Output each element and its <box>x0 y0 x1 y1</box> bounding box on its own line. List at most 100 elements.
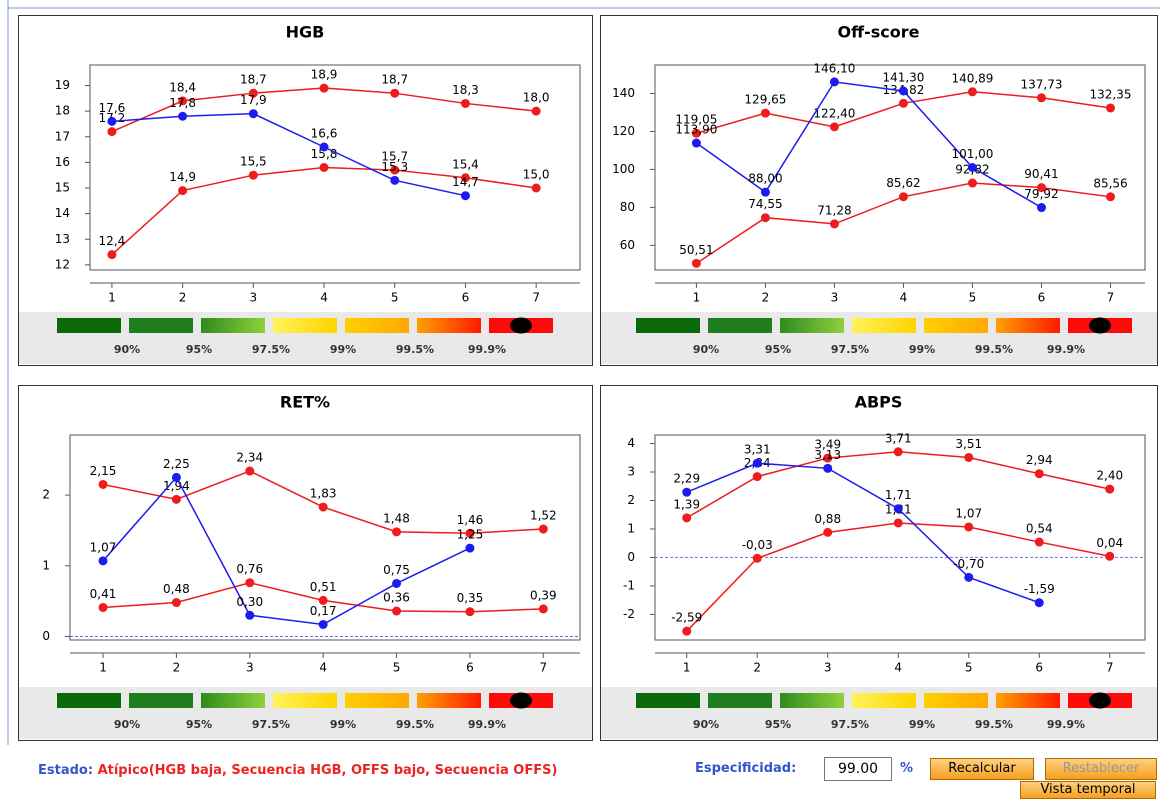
data-point <box>390 175 400 185</box>
data-label: 0,17 <box>310 604 337 618</box>
y-tick-label: 18 <box>55 104 70 118</box>
data-point <box>531 106 541 116</box>
data-point <box>1105 192 1115 202</box>
status: Estado: Atípico(HGB baja, Secuencia HGB,… <box>38 763 558 778</box>
data-label: 1,25 <box>457 528 484 542</box>
data-point <box>682 626 692 636</box>
x-tick-label: 1 <box>693 291 701 305</box>
scale-label: 99.5% <box>975 718 1013 731</box>
data-point <box>248 109 258 119</box>
data-point <box>98 479 108 489</box>
data-label: 14,9 <box>169 170 196 184</box>
spec-input[interactable]: 99.00 <box>824 757 892 781</box>
chart-title: RET% <box>280 393 330 412</box>
scale-bar <box>201 318 265 333</box>
scale-bar <box>417 693 481 708</box>
series-line <box>111 112 466 197</box>
data-label: 0,76 <box>236 562 263 576</box>
data-point <box>829 219 839 229</box>
data-label: 0,39 <box>530 588 557 602</box>
data-point <box>1036 93 1046 103</box>
data-point <box>964 522 974 532</box>
y-tick-label: 3 <box>627 465 635 479</box>
scale-label: 90% <box>114 718 140 731</box>
data-label: 1,83 <box>310 487 337 501</box>
scale-bar <box>273 693 337 708</box>
data-point <box>178 96 188 106</box>
data-label: 1,39 <box>673 497 700 511</box>
data-point <box>967 87 977 97</box>
scale-label: 90% <box>693 343 719 356</box>
x-tick-label: 6 <box>466 661 474 675</box>
data-point <box>171 494 181 504</box>
data-label: 2,29 <box>673 472 700 486</box>
data-label: 2,25 <box>163 457 190 471</box>
data-point <box>538 604 548 614</box>
y-tick-label: 2 <box>627 493 635 507</box>
data-label: 15,3 <box>381 160 408 174</box>
footer: Estado: Atípico(HGB baja, Secuencia HGB,… <box>0 745 1160 799</box>
y-tick-label: 1 <box>627 521 635 535</box>
timeline-button[interactable]: Vista temporal <box>1020 781 1156 799</box>
data-label: 50,51 <box>679 243 713 257</box>
data-label: 90,41 <box>1024 167 1058 181</box>
scale-bar <box>57 318 121 333</box>
data-label: 141,30 <box>882 71 924 85</box>
data-point <box>1034 537 1044 547</box>
data-point <box>248 88 258 98</box>
data-point <box>392 527 402 537</box>
reset-button[interactable]: Restablecer <box>1045 758 1157 780</box>
data-point <box>691 258 701 268</box>
chart-panel: HGB1213141516171819123456717,218,418,718… <box>18 15 593 366</box>
recalculate-button[interactable]: Recalcular <box>930 758 1034 780</box>
scale-label: 99.9% <box>1047 718 1085 731</box>
status-text: Atípico(HGB baja, Secuencia HGB, OFFS ba… <box>97 763 558 778</box>
scale-label: 90% <box>114 343 140 356</box>
data-point <box>319 142 329 152</box>
data-label: 0,30 <box>236 595 263 609</box>
x-tick-label: 3 <box>824 661 832 675</box>
scale-label: 97.5% <box>252 718 290 731</box>
data-label: 1,46 <box>457 513 484 527</box>
status-label: Estado: <box>38 763 94 778</box>
data-point <box>760 108 770 118</box>
scale-bar <box>996 318 1060 333</box>
data-label: 12,4 <box>99 234 126 248</box>
scale-bar <box>708 693 772 708</box>
data-point <box>98 556 108 566</box>
data-label: 15,0 <box>523 168 550 182</box>
data-point <box>752 458 762 468</box>
data-label: 85,56 <box>1093 176 1127 190</box>
data-point <box>390 165 400 175</box>
y-tick-label: 12 <box>55 257 70 271</box>
scale-label: 97.5% <box>831 343 869 356</box>
y-tick-label: 4 <box>627 436 635 450</box>
x-tick-label: 1 <box>108 291 116 305</box>
y-tick-label: 17 <box>55 129 70 143</box>
data-point <box>898 192 908 202</box>
y-tick-label: 0 <box>42 629 50 643</box>
data-label: 0,41 <box>90 587 117 601</box>
data-point <box>1105 551 1115 561</box>
y-tick-label: 140 <box>612 86 635 100</box>
data-label: 129,65 <box>744 93 786 107</box>
data-label: 74,55 <box>748 197 782 211</box>
data-point <box>245 610 255 620</box>
x-tick-label: 6 <box>462 291 470 305</box>
data-label: 16,6 <box>311 127 338 141</box>
scale-bar <box>201 693 265 708</box>
y-tick-label: 13 <box>55 232 70 246</box>
data-point <box>98 602 108 612</box>
x-tick-label: 4 <box>894 661 902 675</box>
x-tick-label: 2 <box>179 291 187 305</box>
data-point <box>760 213 770 223</box>
x-tick-label: 5 <box>969 291 977 305</box>
x-tick-label: 3 <box>246 661 254 675</box>
data-point <box>318 502 328 512</box>
y-tick-label: 16 <box>55 155 70 169</box>
y-tick-label: 1 <box>42 558 50 572</box>
scale-bar <box>996 693 1060 708</box>
y-tick-label: 120 <box>612 124 635 138</box>
data-point <box>1034 469 1044 479</box>
data-point <box>319 83 329 93</box>
